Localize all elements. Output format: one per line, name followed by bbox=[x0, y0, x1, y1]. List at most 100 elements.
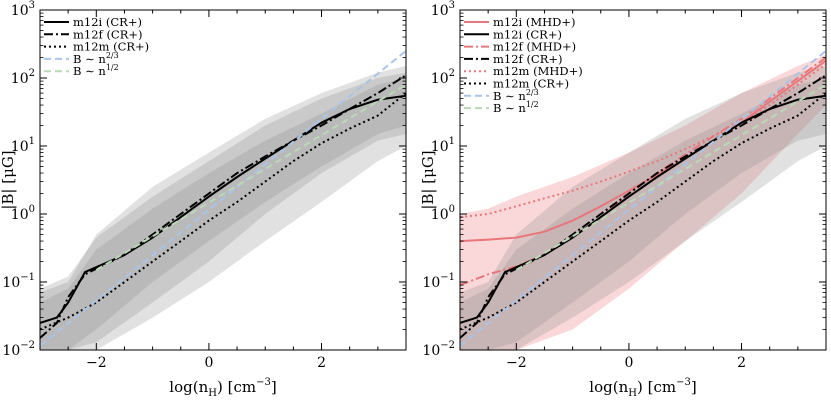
range-band-2 bbox=[40, 72, 406, 350]
y-tick-exponent: 3 bbox=[29, 0, 35, 11]
legend-superscript: 1/2 bbox=[106, 63, 119, 72]
legend-label: m12i (CR+) bbox=[73, 15, 142, 29]
plot-area-left bbox=[40, 50, 406, 350]
legend-label: m12f (CR+) bbox=[73, 27, 143, 41]
x-label-part: H bbox=[628, 388, 637, 399]
legend-entry: m12m (CR+) bbox=[493, 77, 569, 91]
legend-superscript: 1/2 bbox=[526, 100, 539, 109]
legend-entry: m12m (MHD+) bbox=[493, 64, 583, 78]
range-band-2 bbox=[460, 66, 826, 350]
y-tick-base: 10 bbox=[431, 139, 449, 155]
y-tick-label: 101 bbox=[11, 136, 35, 155]
series-line-3 bbox=[460, 63, 826, 219]
y-tick-exponent: −1 bbox=[20, 272, 35, 283]
legend-label: m12m (CR+) bbox=[73, 40, 149, 54]
y-tick-label: 103 bbox=[11, 0, 35, 19]
y-tick-label: 103 bbox=[431, 0, 455, 19]
x-axis-label: log(nH) [cm−3] bbox=[169, 377, 276, 399]
x-tick-label: 2 bbox=[737, 355, 746, 371]
y-tick-label: 102 bbox=[11, 68, 35, 87]
range-band-3 bbox=[460, 78, 826, 350]
y-tick-exponent: 2 bbox=[29, 68, 35, 79]
legend-label: B ∼ n bbox=[73, 64, 106, 78]
legend-entry: B ∼ n2/3 bbox=[73, 51, 119, 66]
legend-label: m12m (MHD+) bbox=[493, 64, 583, 78]
legend-entry: m12i (CR+) bbox=[73, 15, 142, 29]
legend-entry: m12f (CR+) bbox=[73, 27, 143, 41]
y-tick-base: 10 bbox=[2, 275, 20, 291]
legend-entry: m12m (CR+) bbox=[73, 40, 149, 54]
series-line-5 bbox=[460, 74, 826, 339]
x-label-part: log(n bbox=[169, 378, 208, 396]
x-label-part: log(n bbox=[589, 378, 628, 396]
y-tick-exponent: 2 bbox=[449, 68, 455, 79]
series-line-7 bbox=[460, 50, 826, 347]
y-tick-exponent: −1 bbox=[440, 272, 455, 283]
legend-label: B ∼ n bbox=[73, 52, 106, 66]
y-tick-base: 10 bbox=[431, 207, 449, 223]
series-line-2 bbox=[40, 74, 406, 339]
y-tick-label: 101 bbox=[431, 136, 455, 155]
y-tick-exponent: 0 bbox=[29, 204, 35, 215]
legend-label: m12f (MHD+) bbox=[493, 40, 576, 54]
legend-label: m12i (MHD+) bbox=[493, 15, 576, 29]
series-line-8 bbox=[515, 83, 826, 271]
x-label-part: ) [cm bbox=[217, 378, 256, 396]
y-tick-label: 10−2 bbox=[422, 340, 455, 359]
y-tick-exponent: 3 bbox=[449, 0, 455, 11]
x-tick-label: −2 bbox=[506, 355, 527, 371]
x-tick-label: 0 bbox=[624, 355, 633, 371]
legend-label: m12i (CR+) bbox=[493, 27, 562, 41]
x-label-part: ] bbox=[271, 378, 277, 396]
plot-area-right bbox=[460, 50, 826, 350]
y-tick-base: 10 bbox=[431, 71, 449, 87]
y-tick-base: 10 bbox=[422, 275, 440, 291]
range-band-3 bbox=[40, 78, 406, 350]
legend-entry: m12i (MHD+) bbox=[493, 15, 576, 29]
y-tick-exponent: 1 bbox=[449, 136, 455, 147]
legend: m12i (CR+)m12f (CR+)m12m (CR+)B ∼ n2/3B … bbox=[44, 15, 149, 78]
series-line-4 bbox=[40, 50, 406, 347]
x-tick-label: −2 bbox=[86, 355, 107, 371]
legend-label: m12m (CR+) bbox=[493, 77, 569, 91]
y-tick-exponent: −2 bbox=[440, 340, 455, 351]
y-tick-label: 10−1 bbox=[422, 272, 455, 291]
y-tick-label: 100 bbox=[11, 204, 35, 223]
x-label-part: ) [cm bbox=[637, 378, 676, 396]
y-tick-base: 10 bbox=[422, 343, 440, 359]
x-label-part: ] bbox=[691, 378, 697, 396]
x-tick-label: 2 bbox=[317, 355, 326, 371]
y-axis-label: |B| [μG] bbox=[0, 150, 17, 209]
y-tick-exponent: 0 bbox=[449, 204, 455, 215]
legend-entry: m12f (CR+) bbox=[493, 52, 563, 66]
y-tick-base: 10 bbox=[11, 71, 29, 87]
legend-entry: m12f (MHD+) bbox=[493, 40, 576, 54]
y-tick-base: 10 bbox=[11, 3, 29, 19]
y-tick-base: 10 bbox=[11, 207, 29, 223]
legend-entry: B ∼ n1/2 bbox=[73, 63, 119, 78]
legend-superscript: 2/3 bbox=[106, 51, 119, 60]
x-label-part: H bbox=[208, 388, 217, 399]
y-tick-base: 10 bbox=[431, 3, 449, 19]
series-line-5 bbox=[95, 83, 406, 271]
legend-label: B ∼ n bbox=[493, 101, 526, 115]
y-tick-exponent: −2 bbox=[20, 340, 35, 351]
legend-entry: m12i (CR+) bbox=[493, 27, 562, 41]
legend-label: B ∼ n bbox=[493, 89, 526, 103]
y-axis-label: |B| [μG] bbox=[419, 150, 437, 209]
y-tick-exponent: 1 bbox=[29, 136, 35, 147]
x-label-part: −3 bbox=[256, 377, 271, 388]
y-tick-base: 10 bbox=[2, 343, 20, 359]
y-tick-label: 100 bbox=[431, 204, 455, 223]
legend-entry: B ∼ n2/3 bbox=[493, 88, 539, 103]
y-tick-label: 102 bbox=[431, 68, 455, 87]
legend-entry: B ∼ n1/2 bbox=[493, 100, 539, 115]
x-label-part: −3 bbox=[676, 377, 691, 388]
legend-superscript: 2/3 bbox=[526, 88, 539, 97]
y-tick-label: 10−2 bbox=[2, 340, 35, 359]
y-tick-label: 10−1 bbox=[2, 272, 35, 291]
y-tick-base: 10 bbox=[11, 139, 29, 155]
